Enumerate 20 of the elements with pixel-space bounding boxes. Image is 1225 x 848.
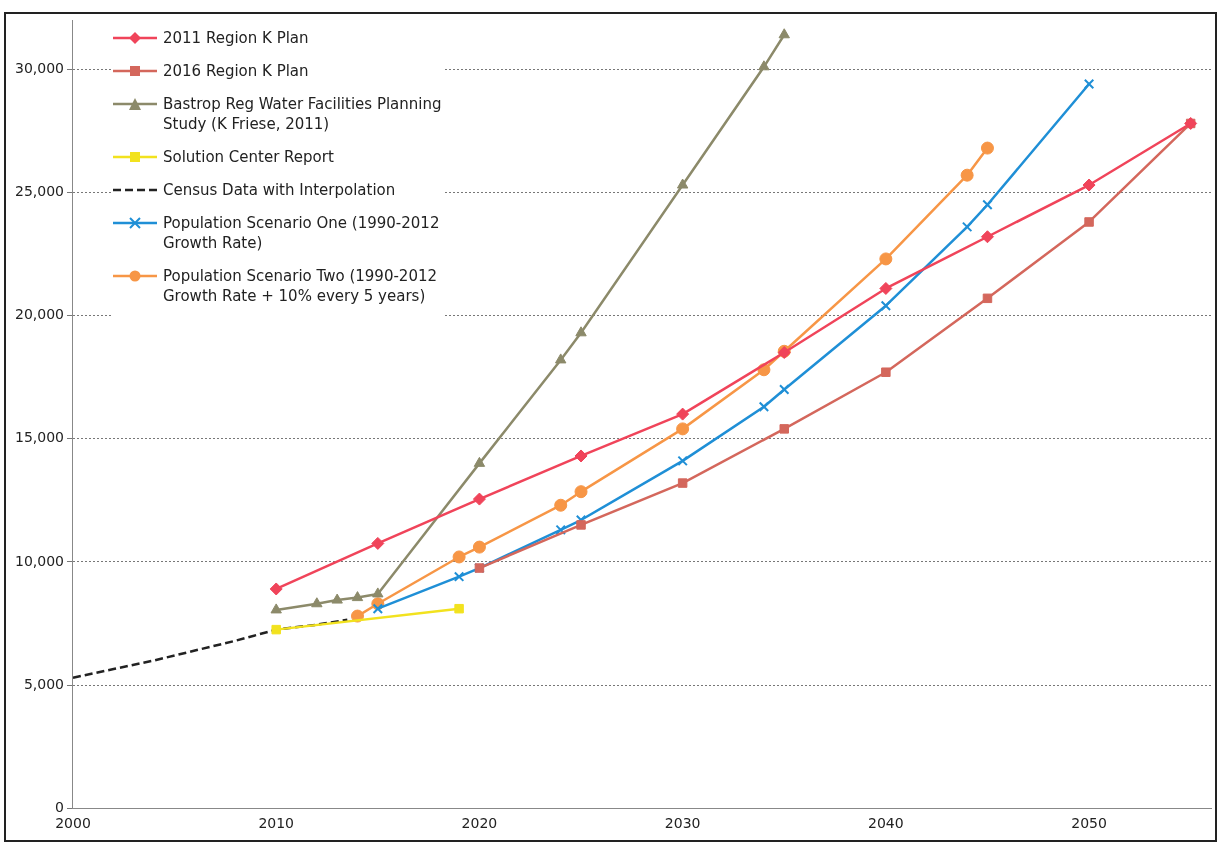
- y-tick-label: 5,000: [23, 675, 64, 692]
- legend-label: Solution Center Report: [162, 147, 334, 167]
- x-tick-label: 2030: [664, 815, 701, 832]
- x-tick-label: 2050: [1071, 815, 1107, 832]
- legend-label: Census Data with Interpolation: [162, 180, 396, 200]
- legend-label: Bastrop Reg Water Facilities Planning Study (K Friese, 2011): [162, 94, 443, 134]
- y-tick-label: 25,000: [14, 183, 64, 200]
- legend-label: 2016 Region K Plan: [162, 61, 309, 81]
- x-tick-label: 2020: [461, 815, 498, 832]
- y-tick-label: 0: [55, 798, 64, 815]
- legend-label: 2011 Region K Plan: [162, 28, 309, 48]
- x-tick-label: 2010: [258, 815, 295, 832]
- legend-label: Population Scenario One (1990-2012 Growth Rate): [162, 213, 441, 253]
- x-tick-label: 2000: [55, 815, 91, 832]
- legend-label: Population Scenario Two (1990-2012 Growth Rate + 10% every 5 years): [162, 266, 439, 306]
- y-tick-label: 15,000: [14, 429, 64, 446]
- y-tick-label: 30,000: [14, 59, 64, 76]
- y-tick-label: 20,000: [14, 306, 64, 323]
- y-tick-label: 10,000: [14, 552, 64, 569]
- x-tick-label: 2040: [868, 815, 904, 832]
